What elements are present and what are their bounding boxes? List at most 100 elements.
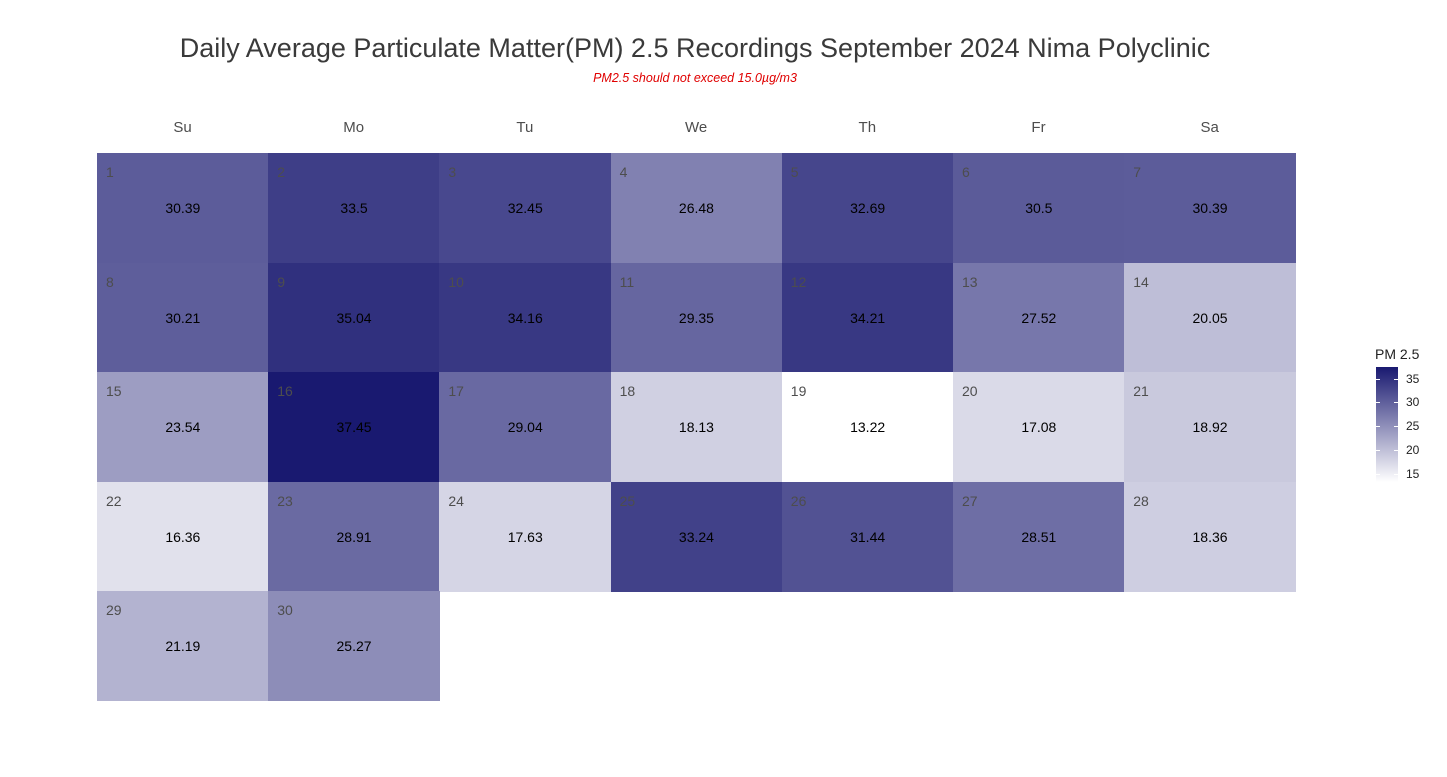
- calendar-cell: 13 27.52: [953, 262, 1125, 373]
- pm25-value: 18.13: [678, 419, 714, 436]
- day-number: 30: [277, 602, 293, 619]
- chart-title: Daily Average Particulate Matter(PM) 2.5…: [179, 33, 1211, 63]
- day-number: 7: [1133, 164, 1141, 180]
- day-number: 2: [277, 164, 285, 180]
- calendar-cell: 24 17.63: [439, 481, 612, 592]
- day-number: 20: [962, 383, 978, 400]
- weekday-label-tu: Tu: [516, 119, 534, 136]
- calendar-cell: 11 29.35: [610, 262, 783, 373]
- calendar-cell: 26 31.44: [781, 481, 954, 592]
- legend-tick-mark: [1394, 449, 1398, 451]
- calendar-cell: 18 18.13: [610, 372, 783, 483]
- pm25-value: 30.5: [1025, 200, 1053, 216]
- pm25-value: 28.91: [336, 528, 372, 545]
- pm25-value: 26.48: [678, 200, 714, 216]
- day-number: 4: [619, 164, 628, 180]
- pm25-value: 27.52: [1021, 309, 1057, 326]
- legend-color-bar: [1376, 367, 1398, 482]
- day-number: 1: [106, 164, 114, 180]
- pm25-value: 17.08: [1021, 419, 1057, 436]
- day-number: 24: [448, 492, 464, 509]
- pm25-value: 28.51: [1021, 528, 1057, 545]
- day-number: 12: [790, 273, 807, 290]
- calendar-cell: 19 13.22: [781, 372, 954, 483]
- day-number: 10: [448, 273, 464, 290]
- day-number: 5: [790, 164, 799, 180]
- legend-tick-mark: [1394, 378, 1398, 380]
- pm25-value: 21.19: [165, 638, 201, 655]
- pm25-value: 23.54: [165, 419, 201, 436]
- pm25-value: 20.05: [1192, 309, 1228, 326]
- calendar-cell: 6 30.5: [953, 153, 1125, 264]
- weekday-label-sa: Sa: [1200, 119, 1219, 136]
- legend-tick-label: 30: [1406, 395, 1420, 410]
- calendar-cell: 27 28.51: [953, 481, 1125, 592]
- day-number: 8: [106, 273, 114, 290]
- day-number: 16: [277, 383, 293, 400]
- pm25-value: 33.24: [678, 528, 714, 545]
- legend-tick-mark: [1376, 473, 1380, 475]
- day-number: 14: [1133, 273, 1149, 290]
- calendar-cell: 16 37.45: [268, 372, 440, 483]
- legend-tick-mark: [1394, 473, 1398, 475]
- pm25-value: 37.45: [336, 419, 372, 436]
- pm25-value: 33.5: [340, 200, 368, 216]
- calendar-cell: 12 34.21: [781, 262, 954, 373]
- pm25-value: 35.04: [336, 309, 372, 326]
- legend-tick-mark: [1376, 449, 1380, 451]
- day-number: 11: [619, 273, 635, 290]
- pm25-value: 29.04: [507, 419, 543, 436]
- calendar-cell: 3 32.45: [439, 153, 612, 264]
- chart-subtitle: PM2.5 should not exceed 15.0µg/m3: [593, 71, 797, 85]
- pm25-value: 30.21: [165, 309, 201, 326]
- calendar-cell: 1 30.39: [97, 153, 269, 264]
- legend-tick-label: 25: [1406, 419, 1420, 434]
- pm25-value: 34.16: [507, 309, 543, 326]
- calendar-cell: 25 33.24: [610, 481, 783, 592]
- calendar-cell: 14 20.05: [1124, 262, 1296, 373]
- pm25-value: 34.21: [850, 309, 886, 326]
- day-number: 28: [1133, 492, 1149, 509]
- pm25-value: 32.69: [850, 200, 886, 216]
- pm25-value: 30.39: [165, 200, 201, 216]
- calendar-cell: 5 32.69: [781, 153, 954, 264]
- calendar-cell: 8 30.21: [97, 262, 269, 373]
- day-number: 27: [962, 492, 978, 509]
- calendar-cell: 17 29.04: [439, 372, 612, 483]
- weekday-label-fr: Fr: [1031, 119, 1046, 136]
- calendar-cell: 15 23.54: [97, 372, 269, 483]
- pm25-value: 30.39: [1192, 200, 1228, 216]
- calendar-cell: 7 30.39: [1124, 153, 1296, 264]
- legend-tick-label: 15: [1406, 466, 1420, 481]
- legend-title: PM 2.5: [1375, 346, 1420, 362]
- pm25-value: 18.92: [1192, 419, 1228, 436]
- day-number: 25: [619, 492, 636, 509]
- calendar-cell: 23 28.91: [268, 481, 440, 592]
- day-number: 17: [448, 383, 464, 400]
- day-number: 3: [448, 164, 457, 180]
- pm25-value: 17.63: [507, 528, 543, 545]
- day-number: 26: [790, 492, 807, 509]
- calendar-cell: 4 26.48: [610, 153, 783, 264]
- calendar-cell: 30 25.27: [268, 591, 440, 702]
- day-number: 19: [790, 383, 807, 400]
- calendar-cell: 20 17.08: [953, 372, 1125, 483]
- legend-tick-mark: [1376, 402, 1380, 404]
- weekday-label-we: We: [684, 119, 708, 136]
- day-number: 29: [106, 602, 122, 619]
- legend-tick-mark: [1376, 426, 1380, 428]
- legend-tick-mark: [1394, 426, 1398, 428]
- day-number: 15: [106, 383, 122, 400]
- pm25-value: 13.22: [850, 419, 886, 436]
- pm25-value: 16.36: [165, 528, 201, 545]
- calendar-cell: 29 21.19: [97, 591, 269, 702]
- calendar-cell: 9 35.04: [268, 262, 440, 373]
- day-number: 22: [106, 492, 122, 509]
- legend-tick-mark: [1394, 402, 1398, 404]
- day-number: 18: [619, 383, 636, 400]
- pm25-value: 31.44: [850, 528, 886, 545]
- legend-tick-mark: [1376, 378, 1380, 380]
- legend-tick-label: 20: [1406, 442, 1420, 457]
- pm25-value: 18.36: [1192, 528, 1228, 545]
- day-number: 9: [277, 273, 285, 290]
